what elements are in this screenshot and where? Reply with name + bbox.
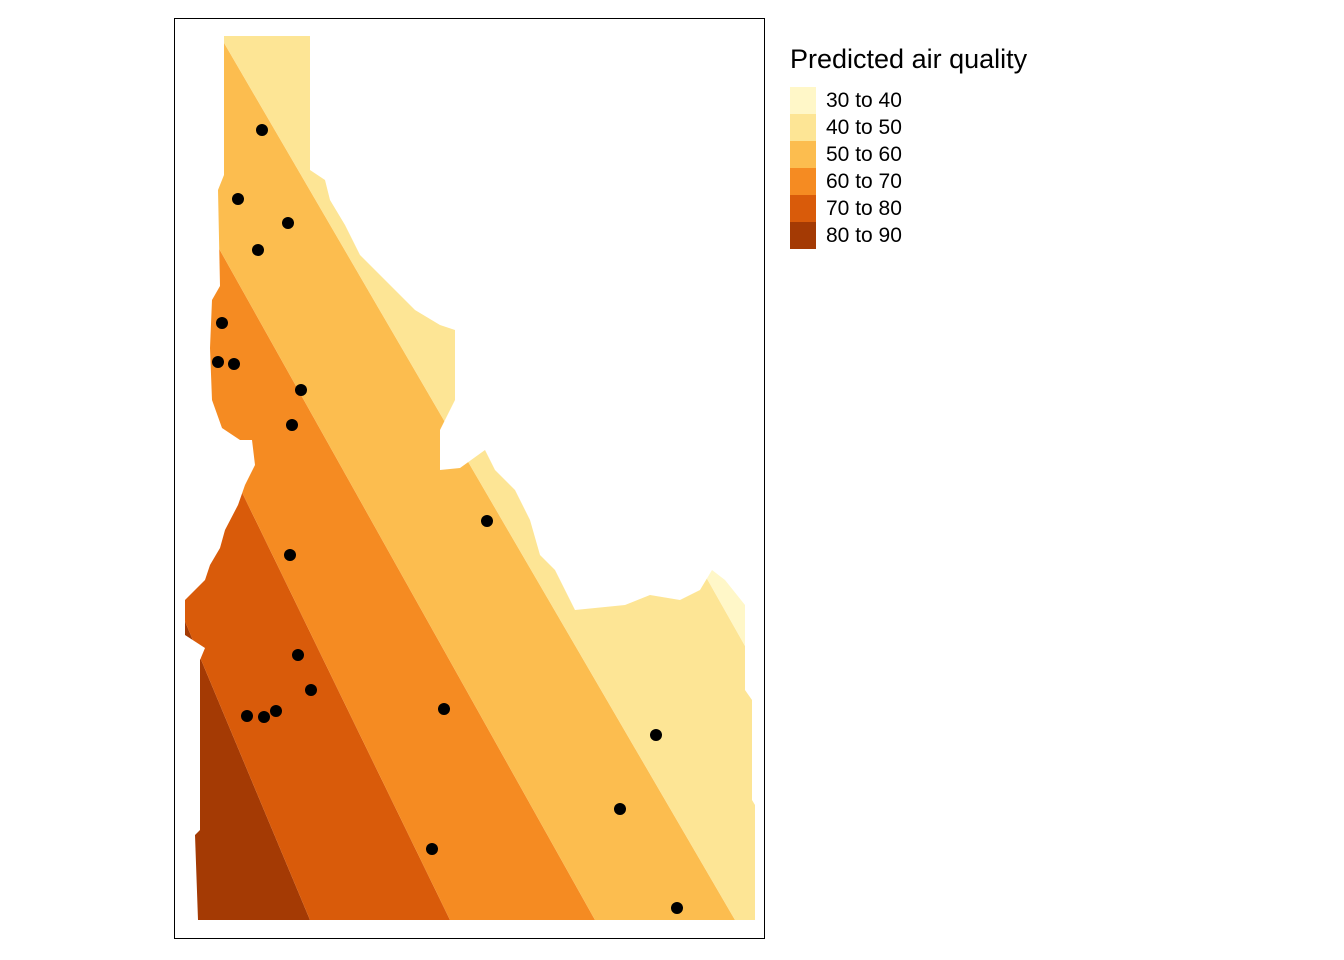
station-point bbox=[426, 843, 438, 855]
station-point bbox=[252, 244, 264, 256]
legend-item: 60 to 70 bbox=[790, 168, 1027, 195]
station-point bbox=[286, 419, 298, 431]
legend-label: 50 to 60 bbox=[826, 142, 902, 166]
legend-item: 40 to 50 bbox=[790, 114, 1027, 141]
legend-item: 80 to 90 bbox=[790, 222, 1027, 249]
legend-swatch bbox=[790, 114, 816, 141]
legend-label: 70 to 80 bbox=[826, 196, 902, 220]
legend-swatch bbox=[790, 168, 816, 195]
station-point bbox=[614, 803, 626, 815]
legend-swatch bbox=[790, 141, 816, 168]
legend-label: 80 to 90 bbox=[826, 223, 902, 247]
station-point bbox=[438, 703, 450, 715]
station-point bbox=[212, 356, 224, 368]
legend-item: 30 to 40 bbox=[790, 87, 1027, 114]
station-point bbox=[258, 711, 270, 723]
band-60-to-70 bbox=[185, 36, 595, 920]
station-point bbox=[671, 902, 683, 914]
station-point bbox=[282, 217, 294, 229]
legend-swatch bbox=[790, 195, 816, 222]
station-point bbox=[232, 193, 244, 205]
legend-title: Predicted air quality bbox=[790, 44, 1028, 74]
station-point bbox=[295, 384, 307, 396]
monitoring-stations bbox=[212, 124, 683, 914]
station-point bbox=[270, 705, 282, 717]
station-point bbox=[650, 729, 662, 741]
station-point bbox=[228, 358, 240, 370]
station-point bbox=[305, 684, 317, 696]
legend-label: 40 to 50 bbox=[826, 115, 902, 139]
legend-item: 70 to 80 bbox=[790, 195, 1027, 222]
station-point bbox=[481, 515, 493, 527]
legend-item: 50 to 60 bbox=[790, 141, 1027, 168]
legend-label: 30 to 40 bbox=[826, 88, 902, 112]
legend: Predicted air quality 30 to 40 40 to 50 … bbox=[790, 44, 1027, 249]
station-point bbox=[256, 124, 268, 136]
station-point bbox=[292, 649, 304, 661]
station-point bbox=[284, 549, 296, 561]
station-point bbox=[216, 317, 228, 329]
legend-swatch bbox=[790, 222, 816, 249]
station-point bbox=[241, 710, 253, 722]
legend-swatch bbox=[790, 87, 816, 114]
band-50-to-60 bbox=[185, 36, 735, 920]
legend-items: 30 to 40 40 to 50 50 to 60 60 to 70 70 t… bbox=[790, 87, 1027, 249]
interpolated-surface bbox=[185, 36, 755, 920]
legend-label: 60 to 70 bbox=[826, 169, 902, 193]
